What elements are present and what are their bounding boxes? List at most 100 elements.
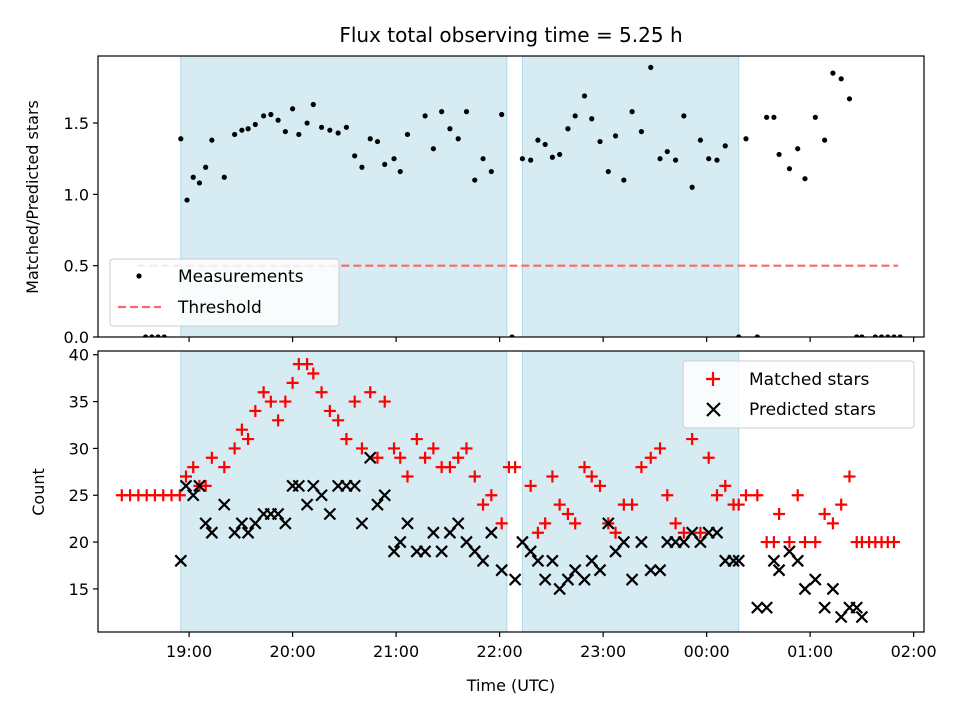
matched-star-point: [460, 442, 473, 455]
matched-star-point: [371, 451, 384, 464]
measurement-point: [304, 120, 310, 126]
matched-star-point: [773, 507, 786, 520]
predicted-star-point: [363, 451, 377, 465]
matched-star-point: [732, 498, 745, 511]
top-y-axis: 0.0 0.5 1.0 1.5: [64, 114, 98, 347]
matched-star-point: [419, 451, 432, 464]
measurement-point: [455, 136, 461, 142]
matched-star-point: [594, 479, 607, 492]
matched-star-point: [546, 470, 559, 483]
measurement-point: [161, 334, 167, 337]
measurement-point: [629, 109, 635, 115]
measurement-point: [697, 137, 704, 143]
predicted-star-point: [476, 554, 490, 568]
bottom-shaded-interval: [180, 351, 508, 632]
predicted-star-point: [751, 601, 764, 614]
measurement-point: [310, 101, 316, 108]
measurement-point: [648, 64, 654, 71]
measurement-point: [519, 156, 525, 162]
measurement-point: [722, 143, 728, 149]
measurement-point: [776, 151, 782, 158]
matched-star-point: [301, 358, 314, 371]
predicted-star-point: [427, 526, 440, 539]
predicted-star-point: [732, 554, 745, 568]
x-tick-label: 02:00: [891, 642, 937, 661]
predicted-star-point: [279, 517, 292, 530]
measurement-point: [736, 334, 742, 337]
top-y-tick-label: 1.5: [64, 114, 89, 133]
matched-star-point: [355, 442, 368, 455]
matched-star-point: [694, 526, 707, 539]
matched-star-point: [394, 451, 407, 464]
matched-star-point: [751, 489, 764, 502]
measurement-point: [549, 154, 556, 160]
measurement-point: [754, 334, 760, 337]
measurement-point: [472, 177, 478, 183]
x-axis-label: Time (UTC): [466, 676, 555, 695]
matched-star-point: [452, 451, 465, 464]
matched-star-point: [340, 433, 353, 446]
matched-star-point: [843, 470, 856, 483]
matched-star-point: [739, 489, 752, 502]
measurement-point: [535, 137, 541, 143]
bottom-shaded-intervals: [180, 351, 740, 632]
matched-star-point: [443, 461, 456, 474]
predicted-star-point: [199, 517, 212, 530]
predicted-star-point: [179, 479, 193, 493]
bottom-legend-box: [682, 360, 915, 429]
matched-star-point: [468, 470, 481, 483]
matched-star-point: [364, 386, 377, 399]
predicted-star-point: [850, 601, 863, 614]
measurement-point: [261, 113, 267, 119]
measurement-point: [664, 148, 670, 155]
predicted-star-point: [186, 488, 200, 502]
predicted-star-point: [228, 526, 241, 539]
legend-threshold-label: Threshold: [177, 298, 262, 318]
measurement-point: [542, 141, 548, 148]
measurement-point: [463, 109, 470, 115]
matched-star-point: [332, 414, 345, 427]
matched-star-point: [315, 386, 328, 399]
measurement-point: [397, 168, 403, 175]
measurement-point: [203, 164, 209, 170]
measurement-point: [714, 157, 720, 163]
x-tick-label: 01:00: [787, 642, 833, 661]
measurement-point: [509, 334, 515, 337]
predicted-star-point: [495, 563, 508, 577]
figure-title: Flux total observing time = 5.25 h: [339, 23, 682, 47]
matched-star-point: [378, 395, 391, 408]
predicted-star-point: [292, 479, 306, 493]
matched-star-point: [401, 470, 414, 483]
matched-star-point: [242, 433, 255, 446]
predicted-star-point: [271, 507, 285, 521]
measurement-point: [812, 114, 818, 120]
matched-star-point: [669, 517, 682, 530]
measurement-point: [885, 334, 891, 337]
matched-star-point: [218, 461, 231, 474]
predicted-star-point: [617, 535, 631, 549]
matched-star-point: [826, 517, 839, 530]
measurement-point: [572, 113, 578, 119]
measurement-point: [638, 128, 645, 135]
matched-star-point: [585, 470, 598, 483]
matched-star-point: [179, 470, 192, 483]
matched-star-point: [257, 386, 270, 399]
predicted-star-point: [485, 526, 498, 539]
matched-star-point: [323, 404, 336, 417]
bottom-y-axis: 15 20 25 30 35 40: [69, 346, 98, 599]
measurement-point: [589, 116, 595, 122]
predicted-star-point: [393, 535, 407, 549]
measurement-point: [282, 128, 288, 135]
measurement-point: [239, 127, 245, 133]
measurement-point: [771, 114, 777, 120]
predicted-star-point: [791, 554, 804, 568]
matched-star-point: [702, 451, 715, 464]
bottom-y-tick-label: 40: [69, 346, 89, 365]
top-legend-box: [109, 258, 340, 327]
matched-star-point: [654, 442, 667, 455]
matched-star-point: [235, 423, 248, 436]
measurement-point: [499, 111, 505, 118]
matched-star-point: [531, 526, 544, 539]
measurement-point: [581, 93, 588, 99]
